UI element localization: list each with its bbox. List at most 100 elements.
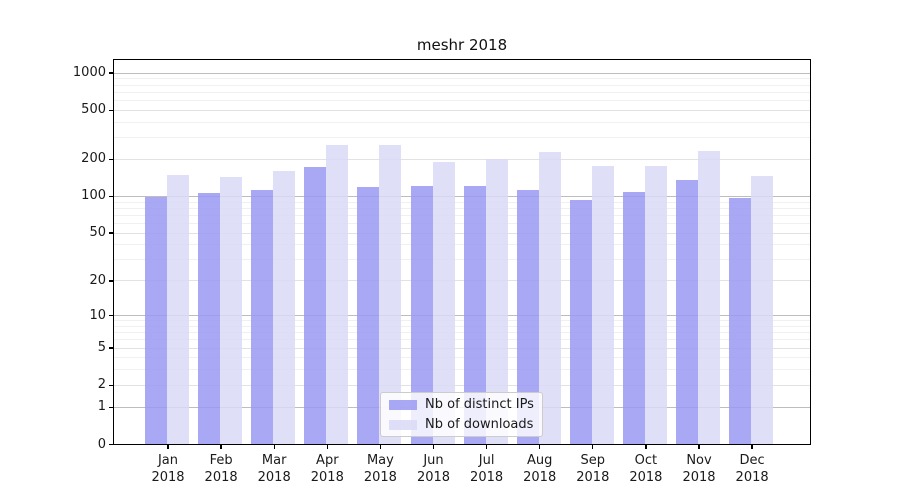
x-tick-year: 2018 (735, 470, 769, 485)
bar-downloads-nov-2018 (698, 150, 720, 444)
x-tick-mark (645, 445, 647, 449)
y-gridline-minor (113, 244, 811, 246)
y-gridline-decade (113, 72, 811, 74)
x-tick-mark (751, 445, 753, 449)
y-tick-label: 5 (97, 340, 106, 356)
bar-distinct-ips-mar-2018 (251, 190, 274, 444)
y-gridline-minor (113, 325, 811, 327)
legend-swatch-downloads (389, 419, 417, 430)
x-tick-year: 2018 (257, 470, 291, 485)
x-tick-label: Mar 2018 (244, 452, 304, 486)
bar-distinct-ips-aug-2018 (516, 189, 539, 444)
x-tick-label: Jun 2018 (404, 452, 464, 486)
x-tick-year: 2018 (470, 470, 504, 485)
y-gridline-minor (113, 320, 811, 322)
bar-distinct-ips-jul-2018 (463, 185, 486, 444)
x-tick-year: 2018 (629, 470, 663, 485)
x-tick-label: May 2018 (350, 452, 410, 486)
y-tick-label: 500 (81, 102, 106, 118)
x-tick-label: Sep 2018 (563, 452, 623, 486)
y-gridline-minor (113, 259, 811, 261)
y-gridline-minor (113, 137, 811, 139)
bar-downloads-aug-2018 (538, 151, 561, 444)
bar-distinct-ips-feb-2018 (198, 192, 221, 444)
x-tick-year: 2018 (523, 470, 557, 485)
y-tick-mark (109, 195, 113, 198)
y-gridline-minor (113, 84, 811, 86)
x-tick-mark (379, 445, 382, 449)
x-tick-mark (432, 445, 435, 449)
x-tick-month: Mar (261, 453, 287, 468)
bar-distinct-ips-apr-2018 (304, 166, 327, 444)
y-tick-label: 0 (97, 436, 106, 452)
bar-downloads-jan-2018 (167, 175, 189, 444)
bar-downloads-oct-2018 (644, 165, 667, 444)
y-gridline-decade (113, 195, 811, 197)
y-gridline-minor (113, 201, 811, 203)
x-tick-mark (539, 445, 541, 449)
bar-downloads-jun-2018 (432, 161, 455, 444)
legend-swatch-distinct-ips (389, 399, 417, 410)
bar-distinct-ips-jan-2018 (145, 196, 167, 444)
y-gridline (113, 158, 811, 160)
x-tick-label: Aug 2018 (510, 452, 570, 486)
x-tick-month: Nov (686, 453, 712, 468)
y-tick-mark (109, 232, 113, 234)
legend: Nb of distinct IPs Nb of downloads (380, 392, 543, 437)
x-tick-month: Apr (316, 453, 339, 468)
chart-title: meshr 2018 (416, 36, 508, 54)
bar-distinct-ips-dec-2018 (729, 198, 752, 444)
y-tick-mark (109, 72, 113, 74)
legend-item-distinct-ips: Nb of distinct IPs (389, 396, 534, 413)
y-gridline (113, 384, 811, 386)
legend-label-distinct-ips: Nb of distinct IPs (425, 397, 534, 412)
bar-downloads-sep-2018 (591, 165, 614, 444)
bar-distinct-ips-may-2018 (357, 186, 380, 444)
y-gridline (113, 232, 811, 234)
y-tick-mark (109, 347, 113, 349)
x-tick-mark (273, 445, 275, 449)
x-tick-year: 2018 (151, 470, 185, 485)
x-tick-mark (698, 445, 700, 449)
x-tick-year: 2018 (204, 470, 238, 485)
bar-downloads-may-2018 (379, 144, 402, 444)
x-tick-label: Jul 2018 (457, 452, 517, 486)
bar-downloads-jul-2018 (485, 159, 508, 444)
x-tick-mark (592, 445, 594, 449)
x-tick-month: Jul (478, 453, 495, 468)
x-tick-year: 2018 (310, 470, 344, 485)
y-tick-mark (109, 406, 113, 408)
y-gridline-minor (113, 339, 811, 341)
bar-downloads-apr-2018 (326, 144, 349, 444)
y-tick-mark (109, 384, 113, 387)
x-tick-year: 2018 (363, 470, 397, 485)
x-tick-mark (220, 445, 222, 449)
y-gridline-minor (113, 214, 811, 216)
y-gridline-minor (113, 100, 811, 102)
y-tick-label: 100 (81, 188, 106, 204)
bar-distinct-ips-sep-2018 (569, 199, 592, 444)
legend-item-downloads: Nb of downloads (389, 416, 534, 433)
y-tick-label: 1 (97, 399, 106, 415)
y-gridline-minor (113, 369, 811, 371)
x-tick-month: Dec (739, 453, 765, 468)
y-gridline (113, 109, 811, 111)
bar-downloads-dec-2018 (751, 175, 774, 444)
bar-downloads-mar-2018 (273, 171, 296, 444)
x-tick-mark (326, 445, 328, 449)
x-tick-mark (167, 445, 169, 449)
y-tick-label: 10 (89, 307, 106, 323)
x-tick-mark (485, 445, 488, 449)
y-gridline-minor (113, 357, 811, 359)
y-gridline (113, 347, 811, 349)
x-tick-label: Dec 2018 (722, 452, 782, 486)
x-tick-year: 2018 (682, 470, 716, 485)
y-tick-label: 2 (97, 377, 106, 393)
x-tick-month: Jan (157, 453, 179, 468)
y-tick-label: 200 (81, 151, 106, 167)
y-gridline (113, 280, 811, 282)
x-tick-label: Nov 2018 (669, 452, 729, 486)
y-gridline-minor (113, 121, 811, 123)
y-tick-label: 1000 (72, 65, 106, 81)
